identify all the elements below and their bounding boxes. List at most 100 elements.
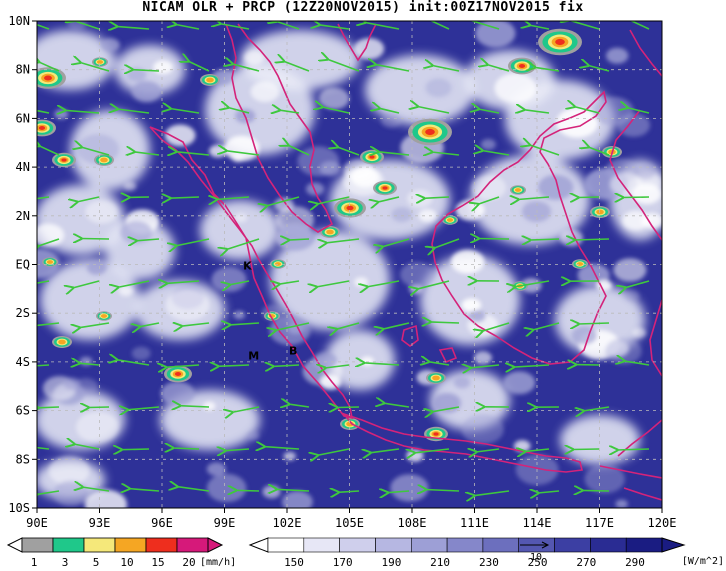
coastlines bbox=[149, 23, 662, 501]
wind-arrow bbox=[363, 363, 400, 365]
lat-tick-label: 6N bbox=[16, 111, 30, 125]
precip-cell bbox=[326, 229, 334, 235]
lon-tick-label: 96E bbox=[151, 516, 173, 530]
wind-arrow bbox=[319, 25, 350, 30]
wind-arrow bbox=[588, 147, 610, 156]
map-area: K M B bbox=[37, 21, 662, 508]
cloud-detail bbox=[118, 285, 134, 296]
olr-colorbar-label: 230 bbox=[479, 556, 499, 569]
colorbar-right-arrow bbox=[661, 537, 686, 553]
colorbar-swatch bbox=[410, 537, 448, 553]
precip-cell bbox=[433, 432, 439, 436]
cloud-detail bbox=[234, 213, 248, 223]
wind-arrow bbox=[81, 239, 110, 240]
wind-arrow bbox=[428, 362, 450, 365]
wind-arrow bbox=[279, 281, 300, 284]
cloud-detail bbox=[37, 223, 65, 247]
wind-arrow bbox=[37, 196, 50, 200]
wind-arrow bbox=[337, 407, 360, 408]
cloud-detail bbox=[211, 266, 247, 292]
wind-arrow bbox=[417, 280, 450, 289]
cloud-detail bbox=[231, 153, 245, 163]
wind-arrow bbox=[228, 107, 250, 114]
wind-arrow bbox=[578, 323, 610, 324]
wind-arrow bbox=[188, 61, 210, 72]
precip-colorbar-label: 20 bbox=[182, 556, 195, 569]
wind-arrow bbox=[273, 365, 300, 366]
wind-arrow bbox=[375, 64, 410, 72]
wind-arrow bbox=[232, 64, 260, 72]
wind-arrow bbox=[432, 406, 460, 412]
wind-arrow bbox=[65, 110, 100, 113]
wind-arrow bbox=[117, 109, 150, 114]
olr-colorbar-label: 150 bbox=[284, 556, 304, 569]
cloud-detail bbox=[282, 490, 313, 508]
precip-cell bbox=[206, 77, 214, 83]
wind-arrow bbox=[166, 365, 200, 367]
precip-colorbar-label: 3 bbox=[62, 556, 69, 569]
colorbar-left-arrow bbox=[6, 537, 23, 553]
malay-peninsula-coast bbox=[225, 23, 334, 233]
cloud-detail bbox=[473, 351, 492, 365]
precip-cell bbox=[44, 75, 52, 81]
wind-arrow bbox=[225, 449, 250, 451]
cloud-detail bbox=[351, 167, 380, 188]
colorbar-swatch bbox=[554, 537, 591, 553]
cloud-detail bbox=[84, 489, 127, 508]
wind-arrow bbox=[139, 322, 160, 327]
precip-colorbar-label: 10 bbox=[120, 556, 133, 569]
wind-arrow bbox=[121, 449, 150, 450]
wind-arrow bbox=[317, 196, 350, 204]
lat-tick-label: 10S bbox=[8, 501, 30, 515]
wind-arrow bbox=[37, 322, 60, 327]
cloud-detail bbox=[262, 485, 281, 499]
cloud-detail bbox=[297, 146, 340, 177]
wind-arrow bbox=[627, 108, 650, 114]
colorbar-swatch bbox=[267, 537, 305, 553]
wind-arrow bbox=[232, 406, 260, 412]
wind-arrow bbox=[136, 239, 160, 241]
wind-arrow bbox=[37, 491, 60, 495]
wind-arrow bbox=[220, 24, 250, 30]
wind-arrow bbox=[279, 110, 300, 113]
wind-arrow bbox=[429, 21, 450, 30]
cloud-detail bbox=[634, 163, 657, 180]
wind-arrow bbox=[264, 447, 300, 449]
precip-cell bbox=[576, 262, 584, 266]
cloud-detail bbox=[250, 81, 280, 103]
sumatra-coast bbox=[149, 126, 354, 420]
precip-cell bbox=[346, 205, 354, 211]
wind-arrow bbox=[37, 280, 50, 284]
lon-tick-label: 102E bbox=[273, 516, 302, 530]
colorbar-swatch bbox=[303, 537, 340, 553]
lon-tick-label: 111E bbox=[460, 516, 489, 530]
lat-tick-label: 6S bbox=[16, 404, 30, 418]
lon-tick-label: 108E bbox=[398, 516, 427, 530]
place-label: B bbox=[289, 345, 297, 358]
wind-arrow bbox=[482, 322, 510, 331]
lon-tick-label: 105E bbox=[335, 516, 364, 530]
colorbar-swatch bbox=[625, 537, 663, 553]
wind-arrow bbox=[229, 323, 260, 325]
cloud-detail bbox=[283, 451, 296, 461]
lon-tick-label: 120E bbox=[648, 516, 677, 530]
wind-arrow bbox=[572, 449, 600, 450]
wind-arrow bbox=[77, 196, 100, 202]
olr-colorbar-label: 290 bbox=[625, 556, 645, 569]
colorbar-left-arrow bbox=[248, 537, 269, 553]
cloud-detail bbox=[606, 47, 629, 64]
precip-cell bbox=[446, 218, 454, 222]
wind-arrow bbox=[337, 147, 360, 156]
cloud-blob bbox=[40, 260, 140, 340]
colorbar-swatch bbox=[590, 537, 627, 553]
wind-arrow bbox=[424, 197, 450, 198]
wind-arrow bbox=[414, 449, 450, 453]
wind-arrow bbox=[513, 365, 550, 367]
wind-arrow bbox=[417, 106, 450, 114]
olr-unit: [W/m^2] bbox=[682, 556, 724, 567]
precip-cell bbox=[382, 186, 388, 190]
precip-cell bbox=[96, 60, 104, 64]
wind-arrow bbox=[583, 406, 610, 411]
precip-unit: [mm/h] bbox=[200, 557, 236, 568]
wind-arrow bbox=[73, 280, 100, 288]
